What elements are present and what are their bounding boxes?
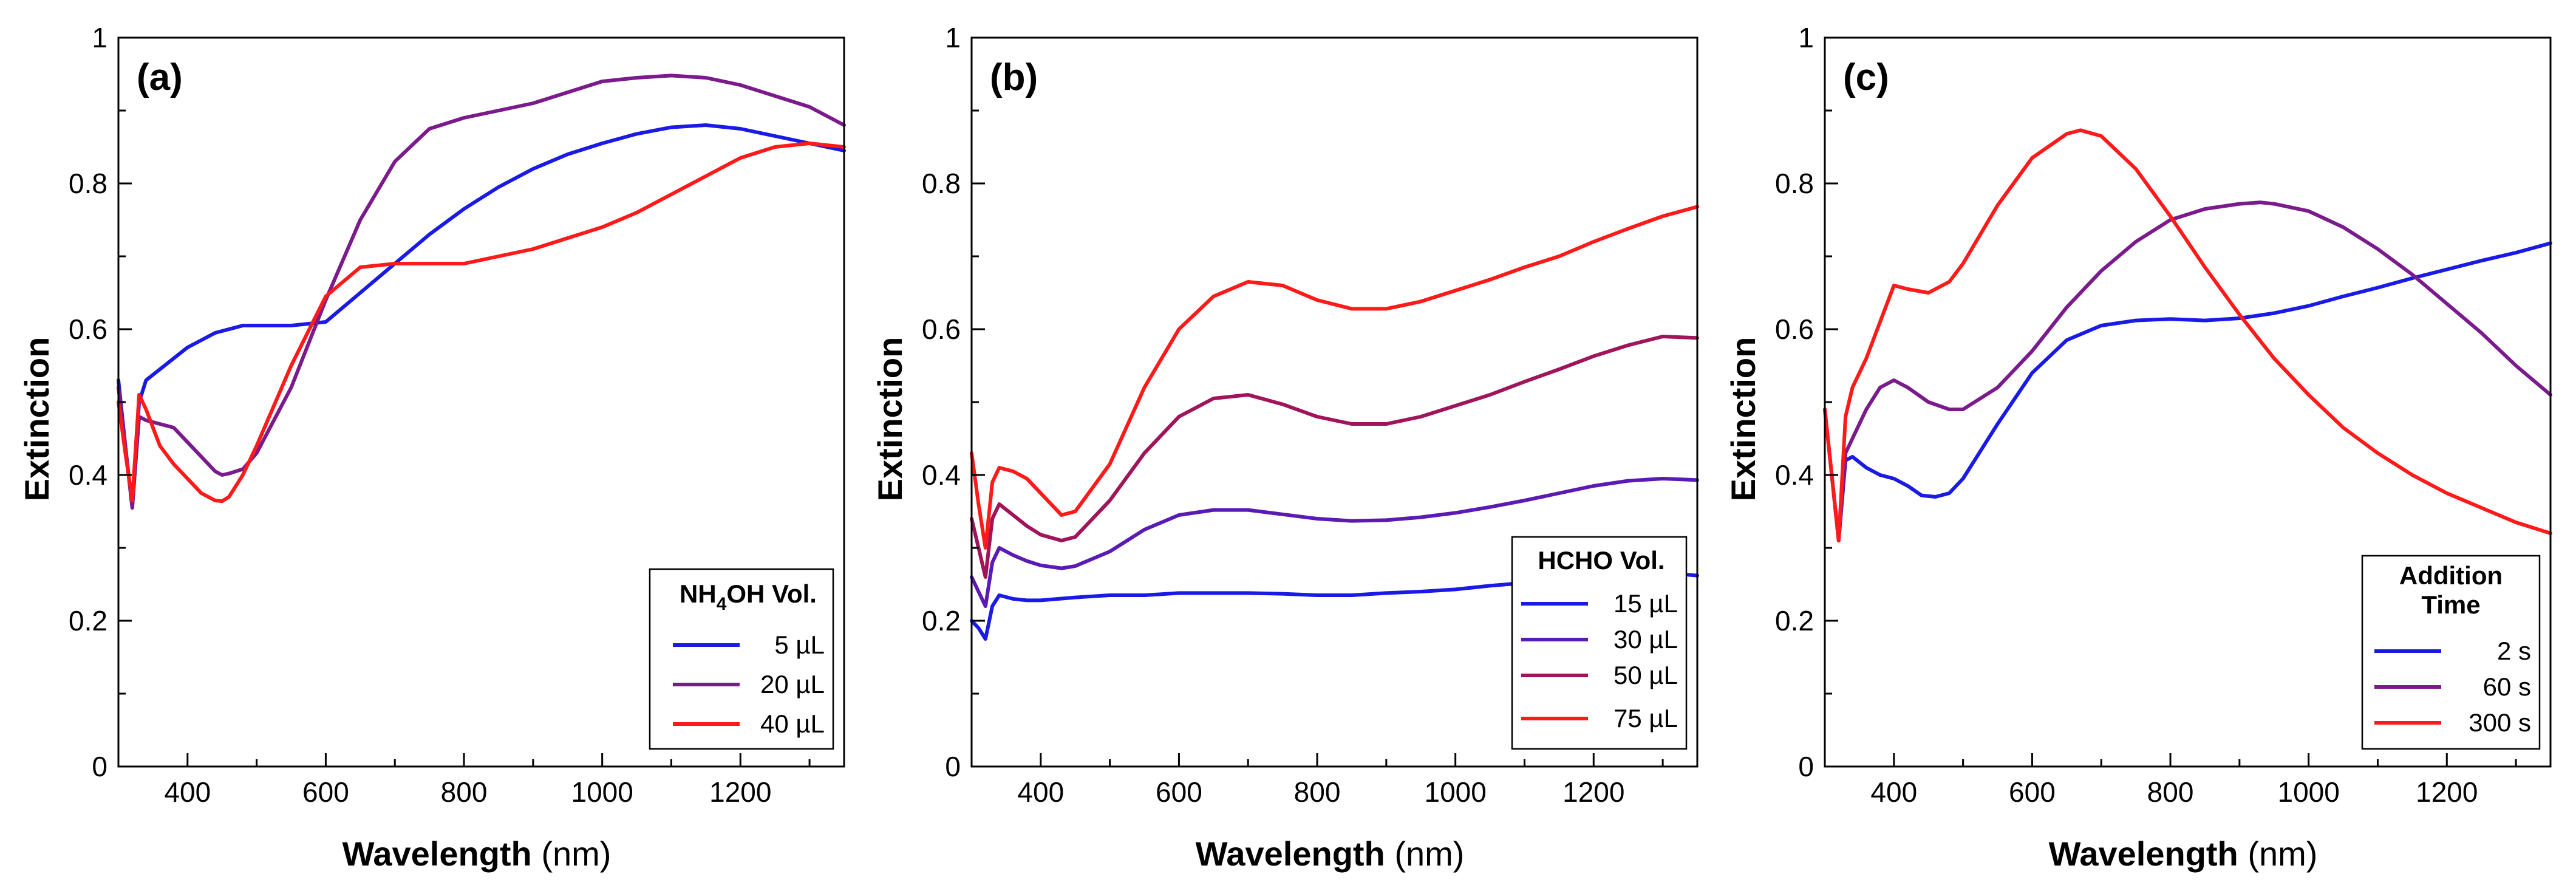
panel-b-series-line-3	[970, 335, 1699, 579]
panel-a-series-line-1	[117, 123, 846, 510]
panel-b-y-tick-label: 0	[945, 751, 961, 782]
panel-c-legend-title-line2: Time	[2421, 590, 2480, 619]
panel-a-x-tick-label: 800	[441, 776, 488, 808]
panel-a-label: (a)	[137, 56, 183, 98]
panel-b-y-tick-label: 0.6	[922, 313, 961, 345]
panel-b-legend-title: HCHO Vol.	[1538, 546, 1665, 575]
panel-b-label: (b)	[990, 56, 1038, 98]
panel-b-y-tick-label: 0.4	[922, 459, 961, 491]
panel-c-x-tick-label: 800	[2147, 776, 2194, 808]
panel-a-y-axis-title: Extinction	[18, 337, 56, 502]
panel-c-y-tick-label: 0	[1798, 751, 1814, 782]
panel-c-series-line-1	[1823, 241, 2552, 542]
panel-a-plot-area: 400 600 800 1000 1200 0 0.2 0.4 0.6 0.8 1	[69, 22, 846, 808]
panel-a-y-tick-label: 0.4	[69, 459, 107, 491]
panel-c-series-line-2	[1823, 200, 2552, 542]
panel-a-legend-label-20ul: 20 µL	[760, 670, 825, 698]
panel-c-y-axis-title: Extinction	[1724, 337, 1762, 502]
panel-b: 400 600 800 1000 1200 0 0.2 0.4 0.6 0.8 1 (b) Wave…	[871, 22, 1699, 873]
panel-a-x-tick-label: 1000	[571, 776, 633, 808]
panel-c-x-tick-label: 1000	[2277, 776, 2339, 808]
panel-a: 400 600 800 1000 1200 0 0.2 0.4 0.6 0.8 1 (a) Wave…	[18, 22, 846, 873]
panel-c-legend: Addition Time 2 s 60 s 300 s	[2361, 555, 2541, 750]
panel-c-y-tick-label: 0.8	[1775, 168, 1814, 199]
panel-a-x-tick-label: 1200	[709, 776, 771, 808]
panel-a-x-tick-label: 400	[164, 776, 211, 808]
panel-c-x-tick-label: 400	[1870, 776, 1917, 808]
panel-b-x-tick-label: 800	[1294, 776, 1341, 808]
panel-b-x-axis-title: Wavelength (nm)	[1196, 835, 1465, 873]
panel-c-x-axis-title: Wavelength (nm)	[2049, 835, 2318, 873]
panel-a-y-tick-label: 1	[92, 22, 107, 53]
panel-b-legend-label-15ul: 15 µL	[1613, 589, 1678, 618]
panel-c-y-tick-label: 0.6	[1775, 313, 1814, 345]
panel-a-series-line-3	[117, 142, 846, 504]
panel-a-x-tick-label: 600	[302, 776, 349, 808]
panel-a-y-tick-label: 0.6	[69, 313, 107, 345]
panel-c-label: (c)	[1843, 56, 1889, 98]
panel-a-y-tick-label: 0	[92, 751, 107, 782]
panel-c-y-tick-label: 1	[1798, 22, 1814, 53]
panel-b-x-tick-label: 600	[1156, 776, 1202, 808]
panel-a-y-tick-label: 0.2	[69, 605, 107, 637]
panel-c-legend-label-2s: 2 s	[2497, 637, 2531, 665]
panel-c-plot-area: 400 600 800 1000 1200 0 0.2 0.4 0.6 0.8 1	[1775, 22, 2552, 808]
panel-a-legend-box	[649, 568, 834, 750]
panel-a-legend-title: NH4OH Vol.	[680, 579, 817, 614]
panel-b-plot-area: 400 600 800 1000 1200 0 0.2 0.4 0.6 0.8 1	[922, 22, 1699, 808]
panel-a-legend-label-5ul: 5 µL	[774, 630, 825, 659]
panel-a-y-tick-label: 0.8	[69, 168, 107, 199]
panel-a-series-line-2	[117, 73, 846, 510]
panel-c-x-tick-label: 600	[2009, 776, 2056, 808]
panel-b-legend-label-50ul: 50 µL	[1613, 661, 1678, 689]
panel-b-series-line-2	[970, 477, 1699, 608]
panel-b-legend: HCHO Vol. 15 µL 30 µL 50 µL 75 µL	[1511, 536, 1688, 750]
panel-b-y-tick-label: 1	[945, 22, 961, 53]
panel-c-series-line-3	[1823, 128, 2552, 542]
panel-b-y-axis-title: Extinction	[871, 337, 909, 502]
panel-b-series-line-4	[970, 205, 1699, 550]
panel-c-legend-label-60s: 60 s	[2483, 672, 2531, 701]
panel-c-legend-label-300s: 300 s	[2469, 708, 2531, 737]
panel-b-y-tick-label: 0.8	[922, 168, 961, 199]
panel-a-legend: NH4OH Vol. 5 µL 20 µL 40 µL	[649, 568, 834, 750]
panel-c-y-tick-label: 0.2	[1775, 605, 1814, 637]
panel-b-x-tick-label: 1200	[1562, 776, 1624, 808]
panel-c: 400 600 800 1000 1200 0 0.2 0.4 0.6 0.8 1 (c) Wave…	[1724, 22, 2552, 873]
panel-c-legend-title-line1: Addition	[2399, 561, 2503, 590]
panel-b-x-tick-label: 400	[1017, 776, 1064, 808]
panel-b-y-tick-label: 0.2	[922, 605, 961, 637]
panel-a-x-axis-title: Wavelength (nm)	[342, 835, 612, 873]
panel-b-x-tick-label: 1000	[1424, 776, 1486, 808]
panel-a-legend-label-40ul: 40 µL	[760, 709, 825, 738]
panel-c-y-tick-label: 0.4	[1775, 459, 1814, 491]
panel-b-legend-label-30ul: 30 µL	[1613, 625, 1678, 654]
panel-b-legend-box	[1511, 536, 1688, 750]
panel-c-x-tick-label: 1200	[2416, 776, 2478, 808]
panel-b-legend-label-75ul: 75 µL	[1613, 704, 1678, 733]
panel-c-legend-box	[2361, 555, 2541, 750]
